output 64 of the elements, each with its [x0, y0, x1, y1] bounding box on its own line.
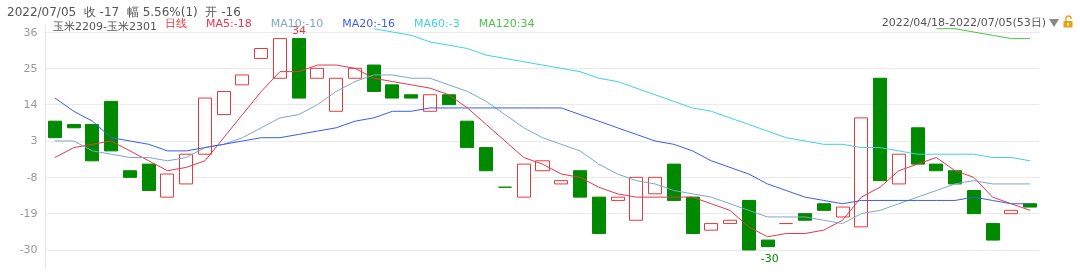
- candlestick: [836, 206, 850, 218]
- line-series: [54, 97, 1031, 205]
- candlestick: [986, 223, 1000, 241]
- candlestick: [217, 90, 231, 116]
- candlestick: [1004, 209, 1018, 215]
- candlestick: [723, 219, 737, 225]
- candlestick: [911, 127, 925, 165]
- candlestick: [142, 163, 156, 192]
- candlestick: [517, 163, 531, 198]
- candlestick: [573, 170, 587, 198]
- candlestick: [892, 153, 906, 185]
- candlestick: [48, 120, 62, 139]
- series-label: MA60:-3: [414, 16, 460, 30]
- candlestick: [611, 196, 625, 201]
- candlestick: [873, 77, 887, 182]
- candlestick: [704, 223, 718, 231]
- candlestick: [123, 170, 137, 178]
- candlestick: [423, 94, 437, 112]
- annotation: 2022/04/18-2022/07/05(53日): [881, 16, 1047, 29]
- candlestick: [460, 120, 474, 149]
- candlestick: [160, 173, 174, 198]
- y-tick-label: -19: [19, 207, 38, 221]
- candlestick: [648, 176, 662, 195]
- candlestick: [554, 180, 568, 185]
- candlestick: [761, 239, 775, 248]
- candlestick: [179, 153, 193, 185]
- candlestick: [292, 38, 306, 99]
- candlestick: [329, 77, 343, 112]
- chart-subtitle: 玉米2209-玉米2301: [53, 20, 157, 33]
- line-series: [373, 28, 1031, 162]
- annotation: -30: [760, 251, 779, 265]
- candlestick: [67, 123, 81, 129]
- candlestick: [310, 67, 324, 79]
- candlestick: [254, 48, 268, 59]
- candlestick: [686, 196, 700, 234]
- candlestick: [104, 100, 118, 152]
- chart-title: 2022/07/05 收 -17 幅 5.56%(1) 开 -16: [7, 5, 241, 19]
- y-tick-label: -8: [26, 170, 38, 184]
- candlestick: [929, 163, 943, 172]
- candlestick: [1023, 203, 1037, 208]
- y-tick-label: 3: [30, 134, 38, 148]
- candlestick: [592, 196, 606, 234]
- candlestick: [742, 199, 756, 251]
- candlestick: [385, 84, 399, 99]
- text: 日线: [164, 16, 187, 30]
- y-tick-label: -30: [19, 243, 38, 257]
- candlestick: [817, 203, 831, 211]
- line-series: [935, 28, 1031, 40]
- candlestick: [85, 123, 99, 162]
- candlestick: [198, 97, 212, 155]
- text: MA120:34: [478, 16, 535, 30]
- candlestick: [629, 176, 643, 221]
- candlestick: [235, 74, 249, 86]
- candlestick: [348, 67, 362, 79]
- candlestick: [404, 94, 418, 99]
- candlestick: [479, 147, 493, 172]
- candlestick: [442, 94, 456, 106]
- candlestick: [273, 38, 287, 79]
- candlestick: [967, 190, 981, 215]
- y-tick-label: 14: [23, 98, 38, 112]
- text: MA20:-16: [342, 16, 396, 30]
- y-tick-label: 25: [23, 61, 38, 75]
- candlestick: [854, 117, 868, 228]
- y-tick-label: 36: [23, 25, 38, 39]
